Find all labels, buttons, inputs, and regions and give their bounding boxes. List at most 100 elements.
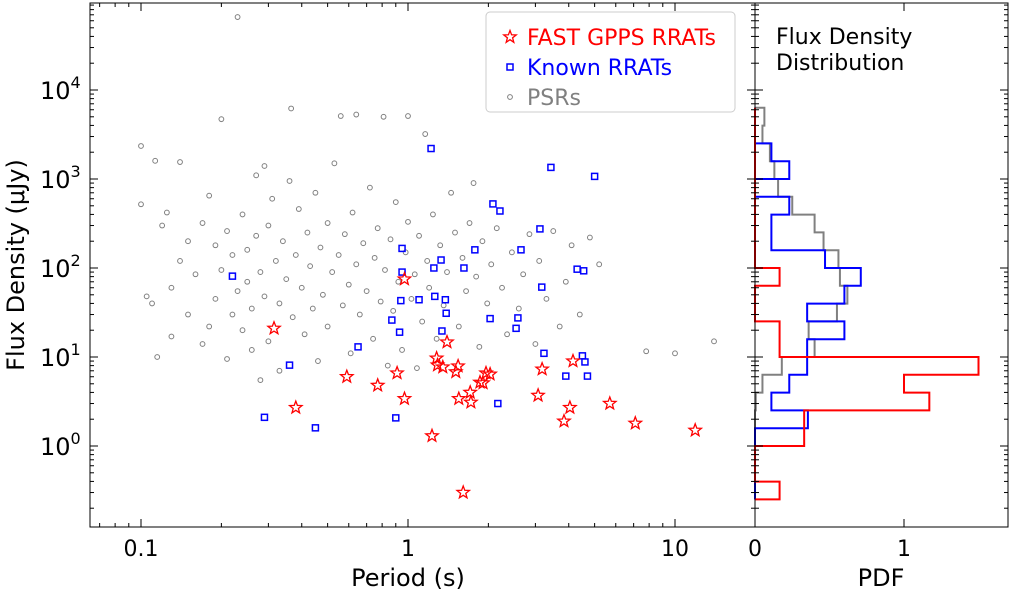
circle-point	[218, 116, 225, 123]
square-point	[538, 283, 546, 291]
circle-point	[526, 231, 533, 238]
circle-point	[192, 271, 199, 278]
square-point	[579, 267, 588, 275]
circle-point	[315, 358, 321, 364]
square-point	[590, 172, 599, 181]
square-point	[441, 295, 450, 304]
y-tick-label: 104	[40, 73, 81, 105]
circle-point	[288, 105, 295, 112]
square-point	[471, 246, 479, 254]
circle-point	[408, 295, 415, 302]
square-point	[398, 244, 406, 253]
circle-point	[138, 201, 144, 208]
square-point	[486, 314, 494, 323]
circle-point	[324, 220, 331, 226]
circle-point	[711, 338, 717, 345]
square-point	[427, 144, 435, 153]
circle-point	[562, 278, 569, 285]
circle-point	[224, 356, 230, 362]
circle-point	[239, 211, 246, 218]
legend-circle-marker	[507, 94, 513, 100]
circle-point	[411, 271, 418, 278]
circle-point	[168, 333, 175, 340]
square-point	[562, 372, 570, 380]
circle-point	[229, 252, 236, 258]
circle-point	[550, 228, 557, 234]
circle-point	[444, 269, 450, 275]
star-point	[534, 360, 551, 376]
square-point	[437, 256, 445, 264]
circle-point	[286, 178, 293, 184]
circle-point	[244, 246, 251, 253]
square-point	[395, 328, 404, 336]
square-point	[517, 246, 525, 254]
y-tick-label: 100	[40, 429, 81, 461]
circle-point	[143, 293, 150, 300]
circle-point	[568, 242, 575, 249]
star-point	[450, 357, 466, 373]
star-point	[462, 393, 479, 409]
circle-point	[248, 305, 255, 312]
circle-point	[672, 350, 678, 357]
series-psrs	[138, 14, 717, 384]
square-point	[260, 413, 269, 422]
square-point	[547, 163, 555, 172]
circle-point	[345, 281, 352, 288]
square-point	[397, 296, 405, 305]
circle-point	[509, 249, 515, 256]
legend-label-fast-gpps-rrats: FAST GPPS RRATs	[527, 26, 716, 51]
circle-point	[309, 305, 316, 312]
circle-point	[283, 276, 290, 283]
star-point	[287, 399, 304, 415]
circle-point	[488, 261, 495, 268]
circle-point	[430, 211, 436, 218]
star-point	[389, 364, 405, 380]
circle-point	[367, 184, 373, 191]
x-tick-label: 10	[661, 537, 689, 562]
hist-title-line-1: Flux Density	[776, 25, 912, 50]
circle-point	[154, 354, 161, 360]
star-point	[462, 384, 479, 400]
circle-point	[377, 298, 384, 305]
circle-point	[257, 377, 264, 384]
histogram-bars	[754, 106, 980, 501]
circle-point	[356, 311, 363, 318]
star-point	[601, 395, 618, 411]
square-point	[578, 352, 587, 360]
histogram-step-known-rrats	[754, 107, 862, 500]
star-point	[556, 412, 572, 428]
circle-point	[479, 238, 486, 245]
hist-plot-frame	[754, 2, 1009, 528]
circle-point	[532, 341, 539, 347]
circle-point	[301, 331, 308, 338]
star-point	[338, 368, 355, 384]
square-point	[583, 372, 592, 380]
circle-point	[459, 254, 466, 261]
x-axis-label: Period (s)	[351, 564, 465, 592]
circle-point	[329, 269, 336, 275]
circle-point	[292, 252, 299, 258]
circle-point	[414, 365, 420, 372]
circle-point	[276, 300, 283, 307]
circle-point	[280, 238, 286, 245]
circle-point	[536, 258, 543, 264]
circle-point	[399, 347, 405, 353]
circle-point	[185, 311, 191, 318]
square-point	[311, 424, 320, 432]
circle-point	[586, 234, 593, 241]
star-point	[627, 414, 644, 430]
series-fast-gpps-rrats	[266, 270, 704, 500]
legend: FAST GPPS RRATs Known RRATs PSRs	[485, 11, 736, 113]
circle-point	[371, 254, 378, 261]
circle-point	[349, 209, 356, 216]
square-point	[536, 225, 544, 233]
circle-point	[199, 220, 206, 226]
legend-star-marker	[502, 28, 518, 44]
circle-point	[339, 302, 346, 309]
circle-point	[370, 335, 376, 342]
legend-frame	[485, 11, 736, 113]
y-tick-label: 103	[40, 162, 81, 194]
star-point	[447, 363, 464, 379]
circle-point	[289, 314, 296, 321]
circle-point	[312, 189, 319, 196]
